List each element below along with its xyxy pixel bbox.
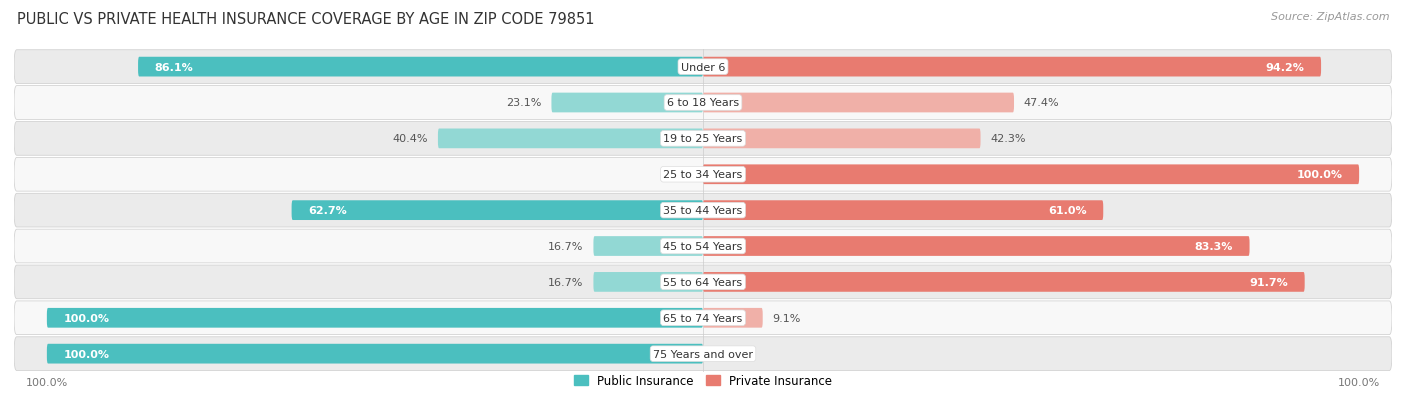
Text: 9.1%: 9.1% (772, 313, 801, 323)
Text: 23.1%: 23.1% (506, 98, 541, 108)
Text: 0.0%: 0.0% (716, 349, 744, 359)
FancyBboxPatch shape (14, 337, 1392, 370)
FancyBboxPatch shape (703, 308, 762, 328)
FancyBboxPatch shape (14, 86, 1392, 120)
Text: 40.4%: 40.4% (392, 134, 427, 144)
Text: 19 to 25 Years: 19 to 25 Years (664, 134, 742, 144)
Text: 16.7%: 16.7% (548, 242, 583, 252)
Text: PUBLIC VS PRIVATE HEALTH INSURANCE COVERAGE BY AGE IN ZIP CODE 79851: PUBLIC VS PRIVATE HEALTH INSURANCE COVER… (17, 12, 595, 27)
Text: 83.3%: 83.3% (1195, 242, 1233, 252)
Text: 61.0%: 61.0% (1049, 206, 1087, 216)
FancyBboxPatch shape (14, 51, 1392, 84)
Text: 100.0%: 100.0% (63, 313, 110, 323)
Text: 0.0%: 0.0% (662, 170, 690, 180)
Legend: Public Insurance, Private Insurance: Public Insurance, Private Insurance (569, 369, 837, 392)
FancyBboxPatch shape (46, 308, 703, 328)
Text: 45 to 54 Years: 45 to 54 Years (664, 242, 742, 252)
FancyBboxPatch shape (551, 93, 703, 113)
Text: 35 to 44 Years: 35 to 44 Years (664, 206, 742, 216)
FancyBboxPatch shape (14, 301, 1392, 335)
FancyBboxPatch shape (14, 194, 1392, 228)
FancyBboxPatch shape (14, 266, 1392, 299)
Text: 42.3%: 42.3% (990, 134, 1026, 144)
FancyBboxPatch shape (703, 273, 1305, 292)
Text: 16.7%: 16.7% (548, 277, 583, 287)
Text: 75 Years and over: 75 Years and over (652, 349, 754, 359)
FancyBboxPatch shape (14, 158, 1392, 192)
FancyBboxPatch shape (291, 201, 703, 221)
Text: 47.4%: 47.4% (1024, 98, 1060, 108)
Text: 6 to 18 Years: 6 to 18 Years (666, 98, 740, 108)
FancyBboxPatch shape (703, 165, 1360, 185)
FancyBboxPatch shape (703, 93, 1014, 113)
FancyBboxPatch shape (46, 344, 703, 364)
FancyBboxPatch shape (703, 57, 1322, 77)
FancyBboxPatch shape (14, 122, 1392, 156)
Text: 62.7%: 62.7% (308, 206, 347, 216)
FancyBboxPatch shape (14, 230, 1392, 263)
Text: Source: ZipAtlas.com: Source: ZipAtlas.com (1271, 12, 1389, 22)
FancyBboxPatch shape (593, 237, 703, 256)
Text: 65 to 74 Years: 65 to 74 Years (664, 313, 742, 323)
FancyBboxPatch shape (703, 237, 1250, 256)
FancyBboxPatch shape (703, 129, 980, 149)
FancyBboxPatch shape (437, 129, 703, 149)
Text: 55 to 64 Years: 55 to 64 Years (664, 277, 742, 287)
Text: 100.0%: 100.0% (63, 349, 110, 359)
Text: Under 6: Under 6 (681, 62, 725, 72)
FancyBboxPatch shape (703, 201, 1104, 221)
Text: 94.2%: 94.2% (1265, 62, 1305, 72)
FancyBboxPatch shape (138, 57, 703, 77)
FancyBboxPatch shape (593, 273, 703, 292)
Text: 91.7%: 91.7% (1250, 277, 1288, 287)
Text: 25 to 34 Years: 25 to 34 Years (664, 170, 742, 180)
Text: 100.0%: 100.0% (1296, 170, 1343, 180)
Text: 86.1%: 86.1% (155, 62, 193, 72)
